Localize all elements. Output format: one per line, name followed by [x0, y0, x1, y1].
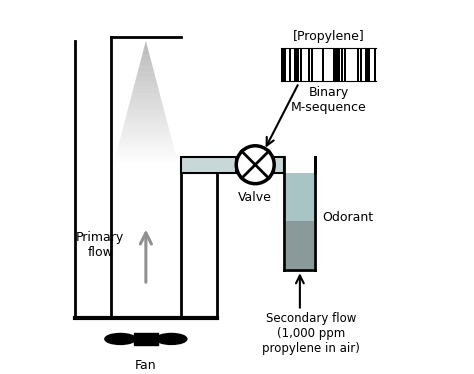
Circle shape — [236, 146, 274, 184]
Polygon shape — [133, 87, 159, 90]
Polygon shape — [137, 73, 155, 75]
Bar — [134, 333, 158, 345]
Polygon shape — [132, 90, 159, 92]
Bar — [344, 48, 346, 81]
Polygon shape — [140, 60, 152, 63]
Polygon shape — [145, 43, 147, 46]
Polygon shape — [118, 143, 173, 146]
Polygon shape — [130, 99, 162, 102]
Polygon shape — [134, 85, 158, 87]
Polygon shape — [127, 111, 165, 114]
Bar — [360, 48, 362, 81]
Polygon shape — [141, 58, 151, 60]
Polygon shape — [143, 48, 148, 50]
FancyBboxPatch shape — [274, 157, 284, 173]
Polygon shape — [124, 122, 168, 124]
Polygon shape — [121, 131, 170, 134]
Bar — [289, 48, 291, 81]
Polygon shape — [134, 82, 157, 85]
Polygon shape — [122, 129, 170, 131]
Polygon shape — [126, 114, 166, 116]
Bar — [341, 48, 343, 81]
Polygon shape — [117, 148, 175, 151]
Bar — [308, 48, 310, 81]
Text: Secondary flow
(1,000 ppm
propylene in air): Secondary flow (1,000 ppm propylene in a… — [262, 312, 360, 355]
Polygon shape — [129, 102, 163, 104]
Text: Primary
flow: Primary flow — [76, 231, 125, 259]
Text: Binary
M-sequence: Binary M-sequence — [291, 86, 366, 114]
Polygon shape — [137, 70, 154, 73]
Bar — [357, 48, 359, 81]
Polygon shape — [123, 126, 169, 129]
Polygon shape — [116, 151, 175, 153]
Polygon shape — [139, 65, 153, 68]
Text: [Propylene]: [Propylene] — [293, 30, 365, 43]
Bar — [281, 48, 283, 81]
Bar — [311, 48, 313, 81]
Polygon shape — [136, 77, 156, 80]
Polygon shape — [139, 63, 152, 65]
Polygon shape — [145, 41, 146, 43]
Bar — [333, 48, 335, 81]
Bar — [368, 48, 370, 81]
Bar — [374, 48, 376, 81]
Ellipse shape — [105, 334, 136, 344]
Polygon shape — [144, 46, 148, 48]
Polygon shape — [141, 55, 150, 58]
Bar — [322, 48, 324, 81]
Polygon shape — [125, 116, 166, 119]
Polygon shape — [131, 95, 161, 97]
Polygon shape — [132, 92, 160, 95]
Bar — [283, 48, 286, 81]
Polygon shape — [128, 104, 163, 107]
Ellipse shape — [156, 334, 187, 344]
Bar — [338, 48, 340, 81]
Text: Fan: Fan — [135, 359, 157, 372]
Polygon shape — [138, 68, 154, 70]
Polygon shape — [136, 75, 155, 77]
Polygon shape — [143, 50, 149, 53]
Polygon shape — [123, 124, 168, 126]
Bar — [297, 48, 299, 81]
Text: Valve: Valve — [238, 191, 272, 204]
Polygon shape — [142, 53, 150, 55]
Bar — [294, 48, 297, 81]
Polygon shape — [119, 138, 172, 141]
FancyBboxPatch shape — [181, 157, 236, 173]
Polygon shape — [121, 134, 171, 136]
Polygon shape — [135, 80, 157, 82]
Polygon shape — [130, 97, 161, 99]
Bar — [286, 174, 313, 221]
Polygon shape — [125, 119, 167, 122]
Bar — [336, 48, 337, 81]
Polygon shape — [119, 141, 173, 143]
Polygon shape — [127, 109, 164, 111]
Polygon shape — [120, 136, 172, 138]
Bar — [286, 221, 313, 269]
Polygon shape — [128, 107, 164, 109]
Text: Odorant: Odorant — [323, 211, 374, 224]
Polygon shape — [118, 146, 174, 148]
Bar — [300, 48, 302, 81]
Bar — [365, 48, 368, 81]
